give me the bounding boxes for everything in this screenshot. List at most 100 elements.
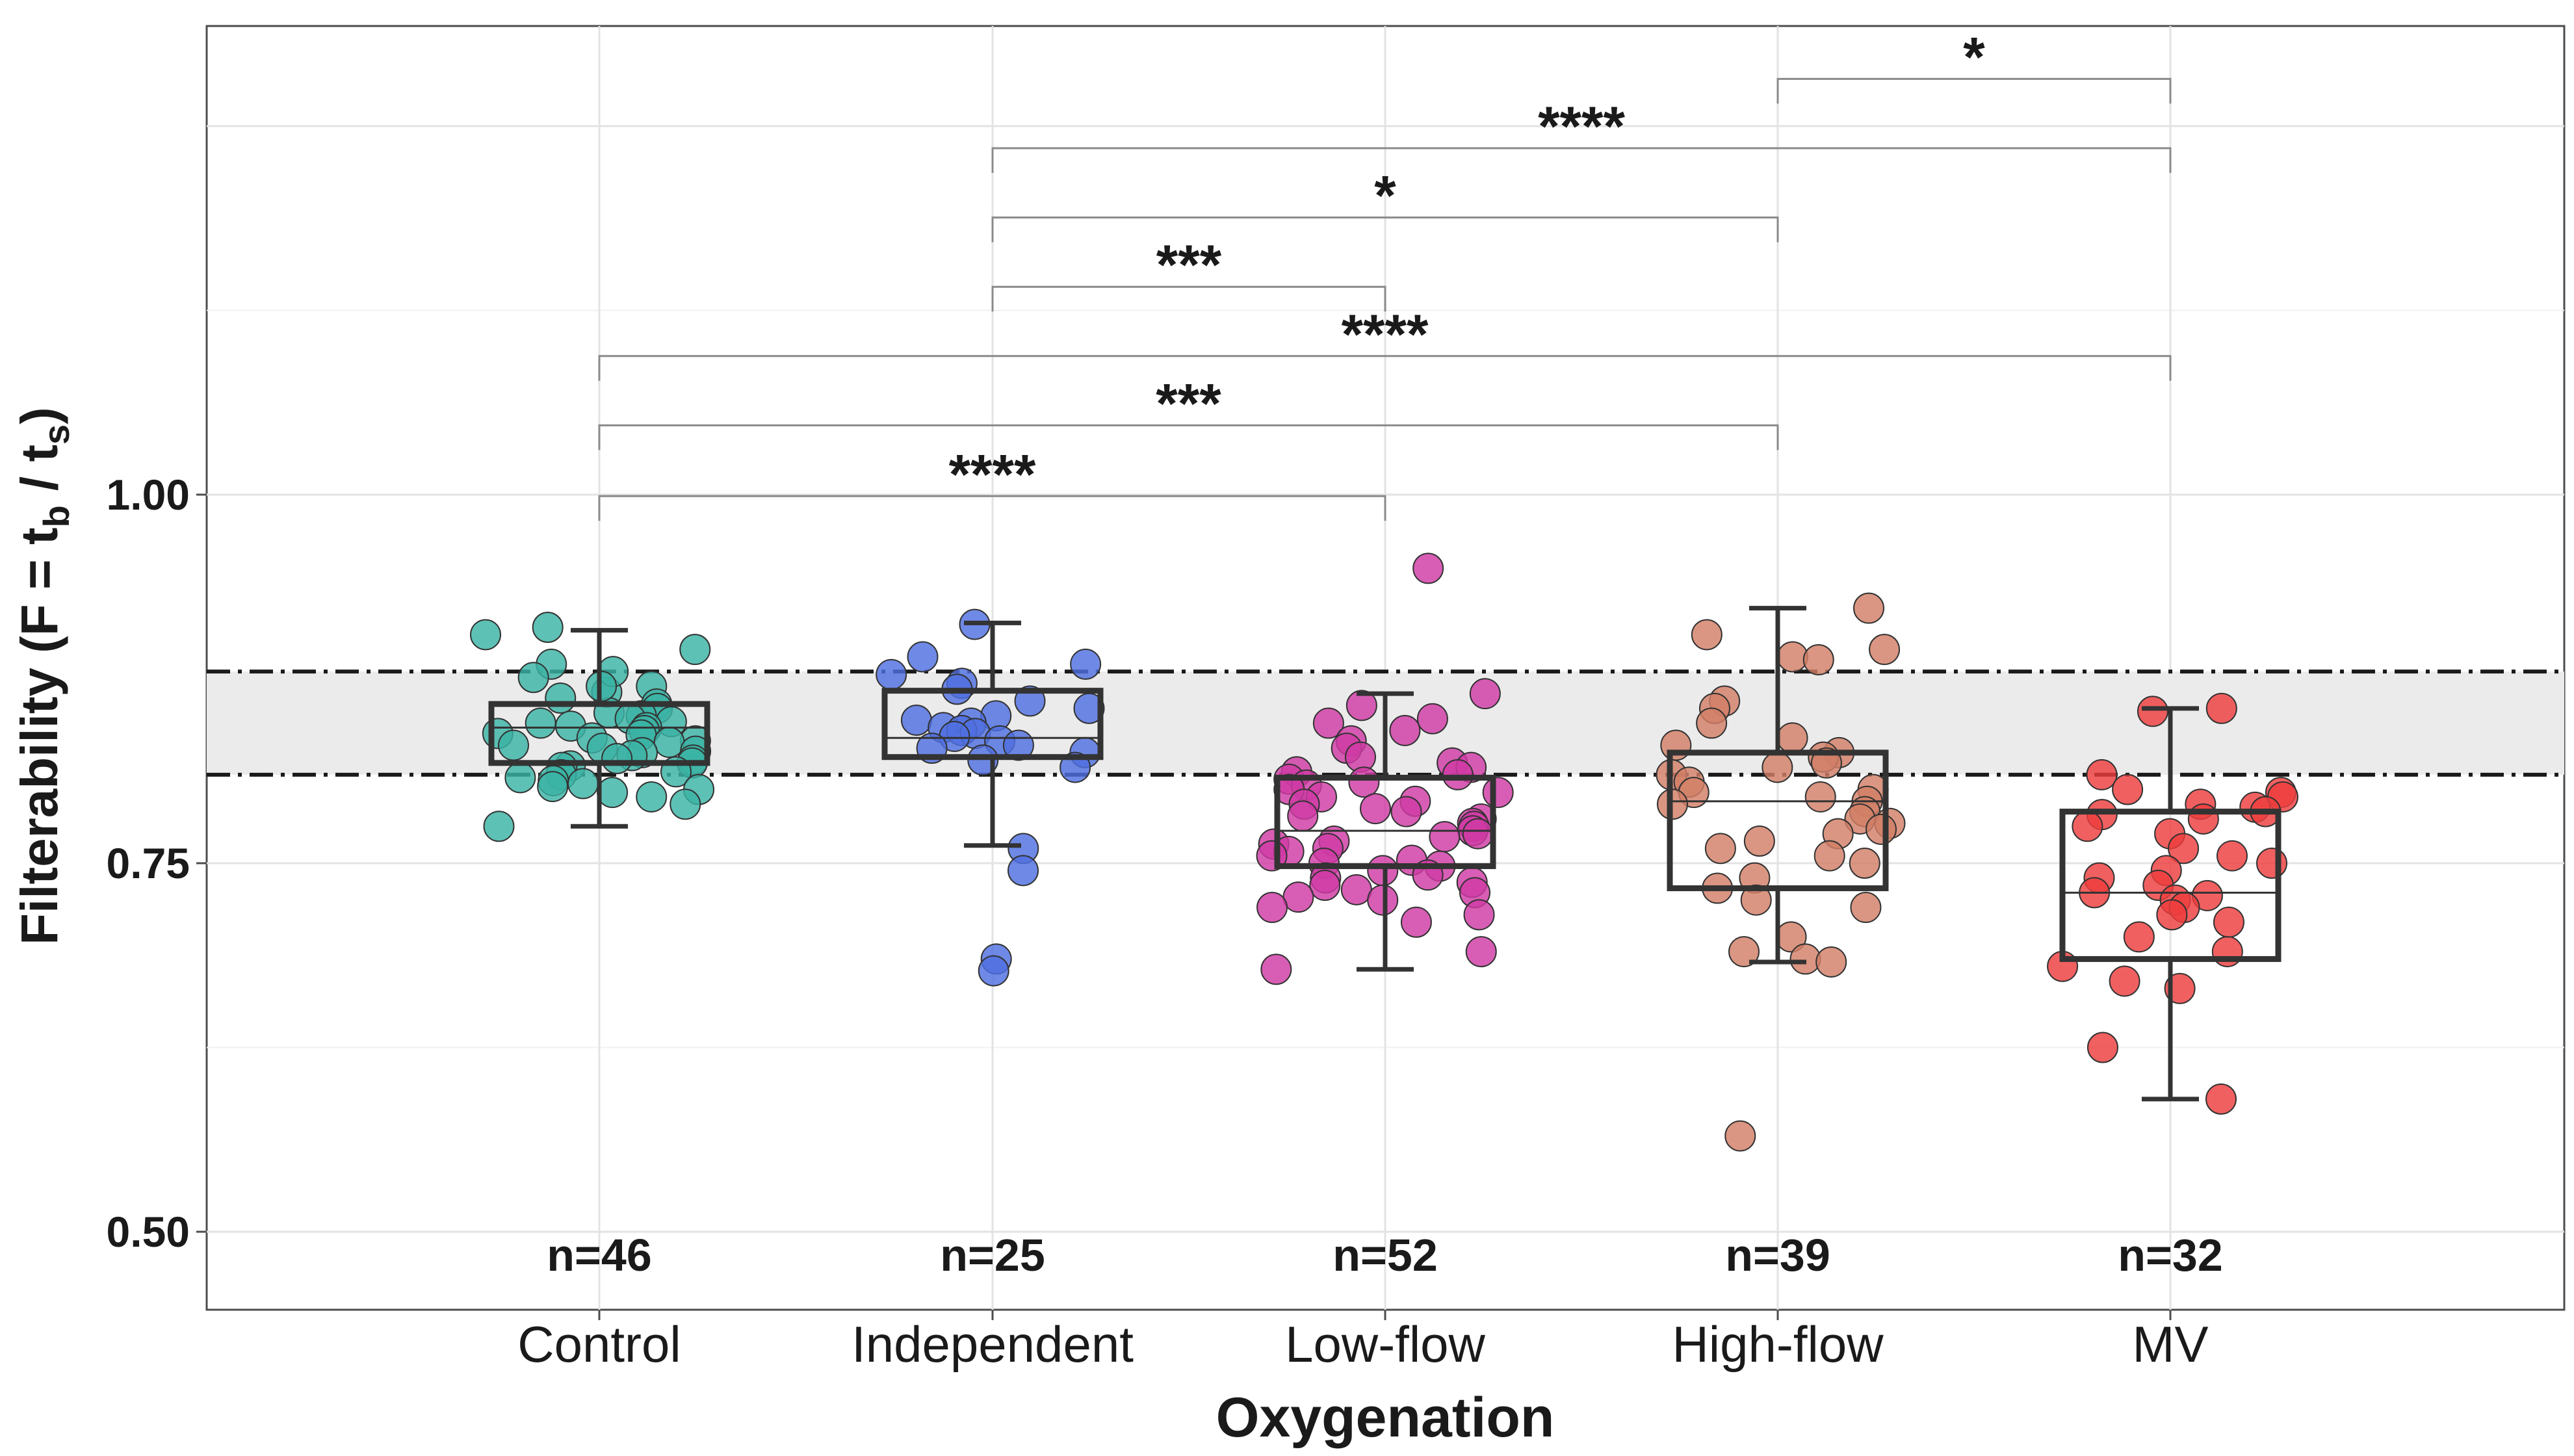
bracket-control-high-flow: [598, 424, 1779, 450]
significance-label: ***: [1156, 234, 1222, 296]
y-tick-label: 0.50: [107, 1208, 190, 1256]
significance-label: *: [1963, 26, 1985, 88]
y-axis-label-sub-s: s: [36, 424, 77, 445]
data-point-low-flow: [1340, 874, 1372, 905]
data-point-mv: [2205, 692, 2237, 724]
box-independent: [881, 688, 1104, 760]
data-point-control: [525, 707, 556, 739]
data-point-low-flow: [1260, 954, 1292, 985]
data-point-independent: [900, 705, 932, 736]
data-point-low-flow: [1367, 884, 1399, 916]
box-plots: [488, 606, 2282, 1102]
data-point-low-flow: [1469, 678, 1501, 710]
data-point-control: [679, 634, 711, 666]
data-point-high-flow: [1704, 833, 1736, 864]
data-point-high-flow: [1776, 722, 1808, 754]
data-point-mv: [2216, 840, 2248, 872]
data-point-high-flow: [1728, 936, 1760, 968]
data-point-low-flow: [1429, 821, 1461, 853]
data-point-control: [545, 682, 577, 714]
data-point-high-flow: [1789, 943, 1821, 975]
x-axis-categories: Control Independent Low-flow High-flow MV: [517, 1310, 2209, 1373]
data-point-mv: [2112, 774, 2144, 805]
data-point-high-flow: [1743, 825, 1775, 857]
y-axis-label: Filterability (F = tb / ts): [10, 407, 77, 945]
data-point-low-flow: [1367, 855, 1399, 887]
data-point-control: [504, 762, 536, 794]
data-point-mv: [2072, 811, 2103, 842]
data-point-independent: [907, 641, 939, 673]
data-point-high-flow: [1869, 634, 1901, 666]
data-point-control: [636, 781, 668, 812]
bracket-high-flow-mv: [1776, 77, 2172, 104]
y-tick-label: 0.75: [107, 839, 190, 887]
data-point-control: [517, 662, 549, 694]
data-point-mv: [2211, 936, 2243, 968]
y-axis-label-close: ): [10, 407, 68, 424]
bracket-independent-low-flow: [991, 285, 1386, 312]
data-point-mv: [2086, 759, 2118, 790]
data-point-mv: [2086, 1032, 2118, 1063]
y-axis-label-main: Filterability (F = t: [10, 528, 68, 945]
data-point-control: [470, 619, 502, 651]
data-point-high-flow: [1691, 619, 1722, 651]
data-point-low-flow: [1256, 892, 1288, 924]
data-point-mv: [2123, 921, 2155, 953]
data-point-low-flow: [1359, 793, 1391, 825]
data-point-control: [483, 811, 515, 842]
data-point-low-flow: [1400, 906, 1432, 938]
data-point-independent: [978, 955, 1009, 987]
data-point-control: [567, 768, 599, 800]
significance-label: *: [1374, 165, 1396, 228]
y-axis-label-sub-b: b: [36, 505, 77, 527]
data-point-mv: [2187, 803, 2219, 835]
data-point-low-flow: [1463, 899, 1495, 931]
data-point-control: [537, 771, 569, 803]
data-point-mv: [2137, 696, 2168, 727]
data-point-independent: [1070, 648, 1102, 680]
data-point-low-flow: [1462, 818, 1494, 850]
data-point-low-flow: [1348, 766, 1380, 798]
box-high-flow: [1667, 749, 1889, 892]
bracket-independent-high-flow: [991, 216, 1779, 242]
x-axis-label: Oxygenation: [1216, 1386, 1555, 1449]
box-control: [488, 701, 710, 766]
data-point-high-flow: [1660, 729, 1692, 761]
count-label-control: n=46: [547, 1230, 652, 1280]
data-point-low-flow: [1442, 759, 1474, 790]
data-point-high-flow: [1802, 644, 1834, 676]
data-point-low-flow: [1287, 800, 1319, 832]
data-point-low-flow: [1390, 796, 1422, 827]
data-point-control: [670, 788, 701, 820]
data-point-low-flow: [1416, 703, 1448, 734]
y-axis-label-slash: / t: [10, 445, 68, 505]
data-point-high-flow: [1849, 848, 1880, 879]
data-point-mv: [2256, 848, 2288, 879]
data-point-high-flow: [1762, 751, 1793, 783]
data-point-low-flow: [1482, 777, 1514, 809]
data-point-high-flow: [1814, 840, 1845, 872]
data-point-mv: [2156, 899, 2188, 931]
data-point-high-flow: [1804, 781, 1836, 812]
data-point-independent: [876, 658, 907, 690]
data-point-control: [597, 777, 629, 809]
x-tick-label-independent: Independent: [852, 1316, 1134, 1373]
data-point-mv: [2205, 1083, 2237, 1115]
count-label-mv: n=32: [2118, 1230, 2223, 1280]
data-point-control: [601, 742, 633, 774]
x-tick-label-control: Control: [517, 1316, 681, 1373]
significance-label: ***: [1156, 372, 1221, 435]
y-axis-ticks: 0.50 0.75 1.00: [107, 471, 207, 1256]
data-point-high-flow: [1866, 813, 1897, 845]
data-point-low-flow: [1309, 870, 1341, 902]
sample-counts: n=46 n=25 n=52 n=39 n=32: [547, 1230, 2223, 1280]
data-point-mv: [2168, 833, 2200, 864]
significance-label: ****: [1342, 304, 1429, 366]
count-label-high-flow: n=39: [1725, 1230, 1830, 1280]
data-point-low-flow: [1346, 690, 1377, 722]
data-point-high-flow: [1724, 1120, 1756, 1152]
data-point-low-flow: [1282, 881, 1314, 913]
count-label-independent: n=25: [940, 1230, 1045, 1280]
data-point-control: [497, 729, 529, 761]
